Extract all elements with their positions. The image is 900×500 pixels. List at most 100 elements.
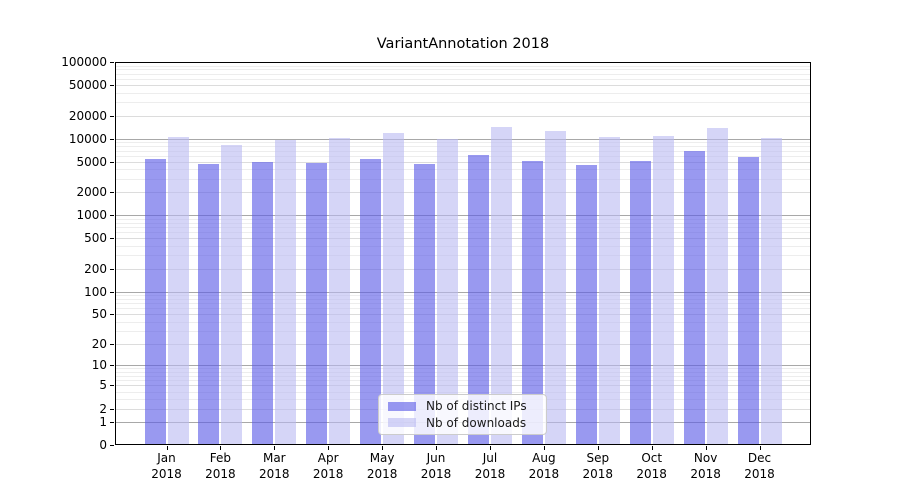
y-tick-label-500: 500: [84, 231, 107, 246]
gridline-500: [115, 238, 811, 240]
gridline-9: [115, 368, 811, 370]
y-tick-mark-20: [110, 343, 114, 345]
gridline-100: [115, 291, 811, 293]
y-tick-mark-200: [110, 268, 114, 270]
x-tick-label-dec: Dec 2018: [744, 451, 775, 481]
bar-downloads-feb: [221, 144, 243, 445]
bar-downloads-apr: [329, 137, 351, 445]
gridline-90: [115, 294, 811, 296]
x-tick-mark-mar: [274, 446, 276, 450]
gridline-4: [115, 391, 811, 393]
y-tick-mark-10000: [110, 138, 114, 140]
y-tick-label-100000: 100000: [61, 55, 107, 69]
gridline-7: [115, 375, 811, 377]
y-tick-label-20: 20: [91, 336, 107, 351]
y-tick-mark-50000: [110, 85, 114, 87]
bar-distinct-ips-sep: [575, 165, 597, 445]
gridline-7000: [115, 150, 811, 152]
bar-downloads-jun: [437, 139, 458, 445]
y-tick-label-1000: 1000: [76, 208, 107, 223]
gridline-4000: [115, 169, 811, 171]
grid-layer: [115, 62, 811, 445]
y-tick-mark-0: [110, 445, 114, 446]
x-tick-mark-jan: [166, 446, 168, 450]
legend-row-downloads: Nb of downloads: [388, 416, 537, 430]
x-tick-mark-dec: [759, 446, 761, 450]
gridline-90000: [115, 65, 811, 67]
gridline-5000: [115, 161, 811, 163]
bar-downloads-aug: [544, 131, 566, 445]
y-tick-mark-10: [110, 365, 114, 367]
gridline-20: [115, 343, 811, 345]
y-tick-label-50000: 50000: [68, 78, 107, 93]
x-tick-label-jan: Jan 2018: [151, 451, 182, 481]
x-tick-label-jul: Jul 2018: [474, 451, 506, 481]
x-tick-label-nov: Nov 2018: [690, 451, 721, 481]
legend-swatch-0: [388, 401, 416, 411]
legend: Nb of distinct IPs Nb of downloads: [378, 394, 547, 435]
gridline-30000: [115, 102, 811, 104]
y-tick-mark-1: [110, 421, 114, 423]
bar-distinct-ips-jun: [414, 164, 435, 445]
bar-distinct-ips-jan: [144, 159, 166, 445]
gridline-9000: [115, 142, 811, 144]
y-tick-mark-100000: [110, 62, 114, 63]
gridline-200: [115, 268, 811, 270]
y-tick-mark-20000: [110, 115, 114, 117]
bar-distinct-ips-oct: [629, 161, 651, 445]
gridline-30: [115, 330, 811, 332]
gridline-600: [115, 232, 811, 234]
bar-distinct-ips-apr: [306, 163, 328, 445]
y-tick-label-5000: 5000: [76, 154, 107, 169]
x-tick-mark-nov: [705, 446, 707, 450]
bar-downloads-nov: [706, 127, 728, 445]
y-tick-label-20000: 20000: [68, 108, 107, 123]
y-tick-label-2000: 2000: [76, 185, 107, 200]
gridline-70: [115, 303, 811, 305]
gridline-40: [115, 321, 811, 323]
bar-downloads-mar: [275, 140, 297, 445]
x-tick-label-mar: Mar 2018: [259, 451, 290, 481]
gridline-40000: [115, 92, 811, 94]
x-tick-mark-feb: [220, 446, 222, 450]
bar-downloads-oct: [652, 136, 674, 445]
x-tick-mark-aug: [543, 446, 545, 450]
gridline-5: [115, 385, 811, 387]
y-tick-mark-5: [110, 385, 114, 387]
x-tick-mark-oct: [651, 446, 653, 450]
y-tick-mark-100: [110, 291, 114, 293]
gridline-20000: [115, 115, 811, 117]
gridline-1000: [115, 215, 811, 217]
gridline-10000: [115, 138, 811, 140]
chart-title: VariantAnnotation 2018: [376, 36, 550, 52]
y-tick-mark-500: [110, 238, 114, 240]
y-tick-mark-50: [110, 314, 114, 316]
legend-label-downloads: Nb of downloads: [426, 415, 527, 430]
gridline-400: [115, 245, 811, 247]
bar-layer: [115, 62, 811, 445]
x-tick-label-jun: Jun 2018: [420, 451, 452, 481]
bar-distinct-ips-jul: [468, 155, 489, 445]
bar-downloads-dec: [760, 137, 782, 445]
y-tick-label-100: 100: [84, 284, 107, 299]
y-tick-mark-2: [110, 408, 114, 410]
y-tick-label-5: 5: [99, 378, 107, 393]
legend-swatch-1: [388, 418, 416, 428]
gridline-8000: [115, 146, 811, 147]
gridline-6000: [115, 155, 811, 157]
gridline-60000: [115, 79, 811, 80]
x-tick-label-aug: Aug 2018: [528, 451, 560, 481]
gridline-50: [115, 314, 811, 316]
x-tick-mark-may: [382, 446, 384, 450]
legend-label-distinct-ips: Nb of distinct IPs: [426, 399, 527, 414]
gridline-50000: [115, 85, 811, 87]
bar-distinct-ips-nov: [683, 151, 705, 445]
gridline-70000: [115, 73, 811, 75]
gridline-900: [115, 218, 811, 220]
y-tick-label-10: 10: [91, 358, 107, 373]
gridline-800: [115, 222, 811, 224]
gridline-6: [115, 380, 811, 382]
y-tick-mark-2000: [110, 192, 114, 194]
gridline-300: [115, 255, 811, 257]
